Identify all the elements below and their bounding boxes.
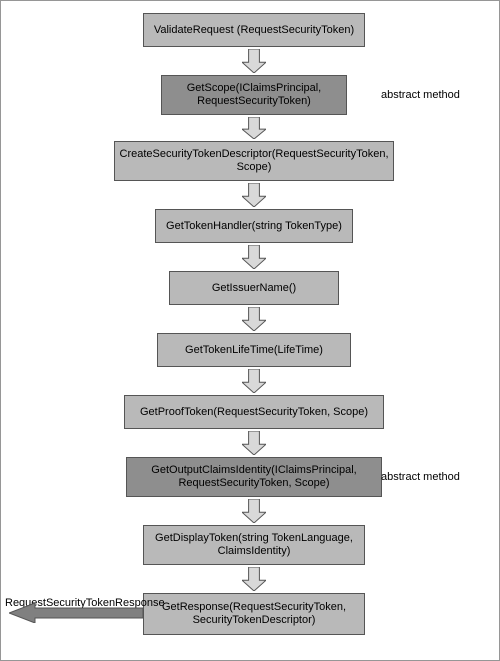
flow-node-n6: GetTokenLifeTime(LifeTime) [157, 333, 351, 367]
flow-node-label: GetProofToken(RequestSecurityToken, Scop… [140, 406, 368, 419]
flow-node-label: GetOutputClaimsIdentity(IClaimsPrincipal… [133, 464, 375, 489]
flow-node-label: GetScope(IClaimsPrincipal, RequestSecuri… [168, 82, 340, 107]
down-arrow-icon [242, 499, 266, 528]
down-arrow-icon [242, 307, 266, 336]
flow-node-n10: GetResponse(RequestSecurityToken, Securi… [143, 593, 365, 635]
flow-node-n2: GetScope(IClaimsPrincipal, RequestSecuri… [161, 75, 347, 115]
flowchart-canvas: ValidateRequest (RequestSecurityToken) Ge… [0, 0, 500, 661]
flow-node-n8: GetOutputClaimsIdentity(IClaimsPrincipal… [126, 457, 382, 497]
down-arrow-icon [242, 431, 266, 460]
flow-node-label: GetResponse(RequestSecurityToken, Securi… [150, 601, 358, 626]
side-label: abstract method [381, 89, 460, 101]
flow-node-n3: CreateSecurityTokenDescriptor(RequestSec… [114, 141, 394, 181]
flow-node-n5: GetIssuerName() [169, 271, 339, 305]
flow-node-n9: GetDisplayToken(string TokenLanguage, Cl… [143, 525, 365, 565]
down-arrow-icon [242, 49, 266, 78]
flow-node-label: GetIssuerName() [212, 282, 296, 295]
flow-node-n7: GetProofToken(RequestSecurityToken, Scop… [124, 395, 384, 429]
side-label: abstract method [381, 471, 460, 483]
flow-node-n4: GetTokenHandler(string TokenType) [155, 209, 353, 243]
flow-node-label: GetTokenLifeTime(LifeTime) [185, 344, 323, 357]
flow-node-label: GetTokenHandler(string TokenType) [166, 220, 342, 233]
response-arrow-icon [9, 603, 143, 628]
flow-node-label: CreateSecurityTokenDescriptor(RequestSec… [120, 148, 389, 173]
down-arrow-icon [242, 245, 266, 274]
flow-node-n1: ValidateRequest (RequestSecurityToken) [143, 13, 365, 47]
down-arrow-icon [242, 567, 266, 596]
down-arrow-icon [242, 183, 266, 212]
flow-node-label: GetDisplayToken(string TokenLanguage, Cl… [150, 532, 358, 557]
flow-node-label: ValidateRequest (RequestSecurityToken) [154, 24, 354, 37]
down-arrow-icon [242, 369, 266, 398]
down-arrow-icon [242, 117, 266, 144]
